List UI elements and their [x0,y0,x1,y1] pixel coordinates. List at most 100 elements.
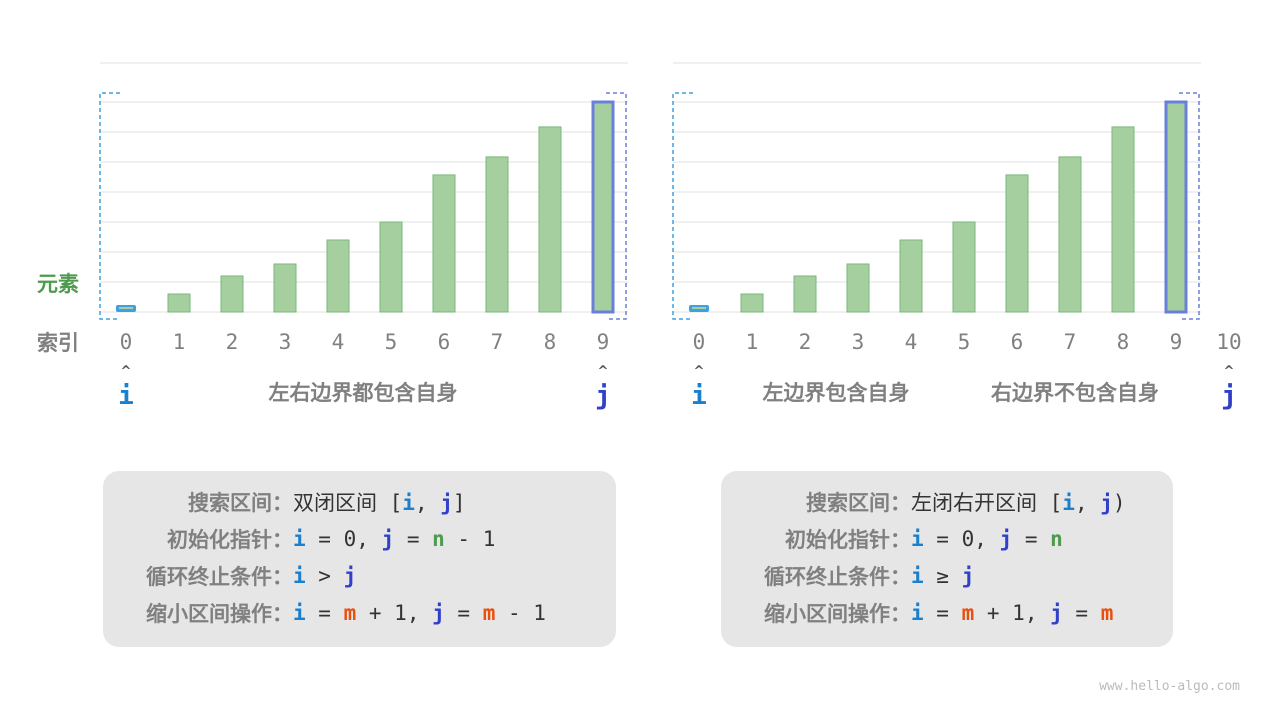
box-line-key: 缩小区间操作： [764,601,911,626]
bar-5 [952,221,976,313]
token: = [1062,600,1101,625]
i-pointer-arrow-icon: ^ [694,364,705,379]
token: = 0, [305,526,382,551]
index-6: 6 [438,330,451,354]
token: 左闭右开区间 [ [911,490,1063,515]
caption: 左右边界都包含自身 [269,381,458,405]
token: m [482,600,496,625]
box-line-value: 双闭区间 [i, j] [293,487,466,517]
box-line-value: i = 0, j = n - 1 [293,527,495,551]
index-6: 6 [1011,330,1024,354]
token: j [1050,600,1063,625]
token: = [394,526,433,551]
bar-6 [432,174,456,313]
index-1: 1 [173,330,186,354]
index-7: 7 [491,330,504,354]
j-pointer-label: j [595,381,611,411]
token: = [305,600,344,625]
token: n [432,526,445,551]
closed-interval-box: 搜索区间： 双闭区间 [i, j] 初始化指针： i = 0, j = n - 1 循环… [103,471,616,647]
token: , [414,490,441,515]
caption: 右边界不包含自身 [991,381,1159,405]
token: ) [1112,490,1126,515]
index-label: 索引 [37,331,79,355]
token: = 0, [923,526,1000,551]
token: + 1, [974,600,1051,625]
bar-7 [485,156,509,313]
token: n [1050,526,1063,551]
box-line-key: 搜索区间： [806,490,911,515]
element-label: 元素 [37,272,79,296]
bar-7 [1058,156,1082,313]
token: j [999,526,1013,551]
bar-8 [538,126,562,313]
index-3: 3 [852,330,865,354]
bar-3 [846,263,870,313]
token: j [440,490,453,515]
box-line-value: i = 0, j = n [911,527,1063,551]
box-line-key: 循环终止条件： [764,564,911,589]
box-line: 初始化指针： i = 0, j = n - 1 [103,520,616,557]
box-line-value: i ≥ j [911,564,974,588]
box-line: 循环终止条件： i ≥ j [721,557,1173,594]
box-line-value: i = m + 1, j = m - 1 [293,601,546,625]
box-line-value: i > j [293,564,356,588]
box-line: 缩小区间操作： i = m + 1, j = m - 1 [103,594,616,631]
bar-1 [167,293,191,313]
bar-1 [740,293,764,313]
i-pointer-label: i [691,381,707,411]
box-line-key: 循环终止条件： [146,564,293,589]
index-7: 7 [1064,330,1077,354]
index-8: 8 [544,330,557,354]
index-9: 9 [1170,330,1183,354]
token: = [444,600,483,625]
box-line: 搜索区间： 左闭右开区间 [i, j) [721,483,1173,520]
box-line: 搜索区间： 双闭区间 [i, j] [103,483,616,520]
bar-2 [793,275,817,313]
token: j [343,563,357,588]
box-line-key: 搜索区间： [188,490,293,515]
token: i [911,526,924,551]
token: m [343,600,357,625]
token: j [432,600,445,625]
token: + 1, [356,600,433,625]
box-line-value: 左闭右开区间 [i, j) [911,487,1126,517]
token: = [923,600,962,625]
box-line-key: 缩小区间操作： [146,601,293,626]
token: i [911,563,924,588]
token: j [1100,490,1113,515]
index-1: 1 [746,330,759,354]
token: j [381,526,395,551]
token: i [293,563,306,588]
box-line-key: 初始化指针： [167,527,293,552]
caption: 左边界包含自身 [763,381,910,405]
i-pointer-arrow-icon: ^ [121,364,132,379]
bar-9-highlighted [1164,100,1188,314]
box-line: 循环终止条件： i > j [103,557,616,594]
box-line-key: 初始化指针： [785,527,911,552]
token: = [1012,526,1051,551]
token: j [961,563,975,588]
bar-6 [1005,174,1029,313]
token: - 1 [444,526,496,551]
half-open-interval-box: 搜索区间： 左闭右开区间 [i, j) 初始化指针： i = 0, j = n 循环终止… [721,471,1173,647]
box-line: 缩小区间操作： i = m + 1, j = m [721,594,1173,631]
token: m [961,600,975,625]
token: i [911,600,924,625]
index-3: 3 [279,330,292,354]
bar-8 [1111,126,1135,313]
index-8: 8 [1117,330,1130,354]
token: , [1074,490,1101,515]
box-line: 初始化指针： i = 0, j = n [721,520,1173,557]
bar-2 [220,275,244,313]
index-0: 0 [120,330,133,354]
bar-3 [273,263,297,313]
bar-4 [899,239,923,313]
left-bracket [672,92,693,320]
token: i [402,490,415,515]
token: ] [452,490,466,515]
index-10: 10 [1216,330,1241,354]
right-bracket [606,92,627,320]
box-line-value: i = m + 1, j = m [911,601,1113,625]
